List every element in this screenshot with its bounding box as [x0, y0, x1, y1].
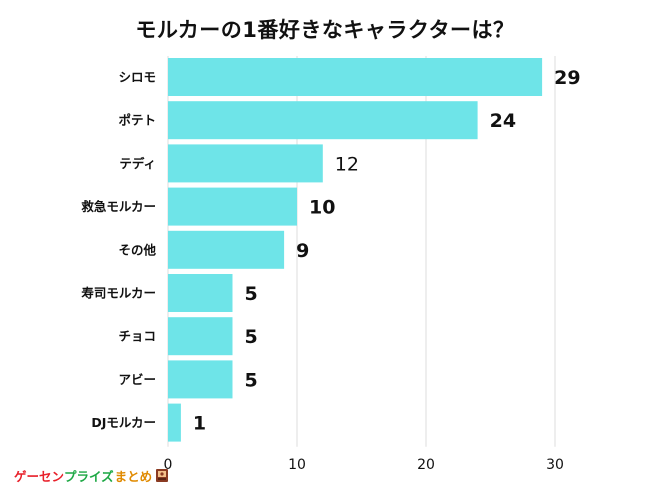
brand-logo: ゲーセン プライズ まとめ: [14, 466, 170, 484]
category-label: テディ: [119, 156, 156, 171]
x-tick-label: 0: [164, 457, 173, 473]
value-label: 29: [554, 67, 580, 89]
category-label: アビー: [118, 372, 156, 387]
brand-part-3: まとめ: [114, 468, 153, 484]
crane-game-icon: [156, 469, 169, 482]
value-label: 5: [245, 369, 258, 391]
x-tick-label: 20: [417, 457, 435, 473]
category-label: 救急モルカー: [81, 199, 156, 214]
value-label: 9: [296, 240, 309, 262]
bar: [168, 360, 233, 399]
category-label: ポテト: [118, 113, 156, 128]
bar: [168, 317, 233, 356]
x-tick-label: 10: [288, 457, 306, 473]
bar: [168, 144, 323, 183]
category-label: DJモルカー: [91, 415, 156, 430]
category-label: チョコ: [118, 329, 156, 344]
value-label: 5: [245, 326, 258, 348]
bar: [168, 58, 543, 96]
bar: [168, 187, 297, 226]
value-label: 1: [193, 413, 206, 435]
brand-part-2: プライズ: [64, 468, 114, 484]
category-label: その他: [118, 242, 156, 257]
bar: [168, 230, 285, 269]
chart-title: モルカーの1番好きなキャラクターは？: [135, 18, 515, 42]
value-label: 5: [245, 283, 258, 305]
value-label: 24: [490, 110, 516, 132]
brand-part-1: ゲーセン: [14, 468, 65, 484]
bar: [168, 403, 181, 442]
bar: [168, 274, 233, 312]
category-label: シロモ: [118, 70, 156, 85]
value-label: 10: [309, 197, 335, 219]
bar: [168, 101, 478, 140]
category-label: 寿司モルカー: [81, 286, 156, 301]
value-label: 12: [335, 153, 359, 175]
x-tick-label: 30: [546, 457, 564, 473]
